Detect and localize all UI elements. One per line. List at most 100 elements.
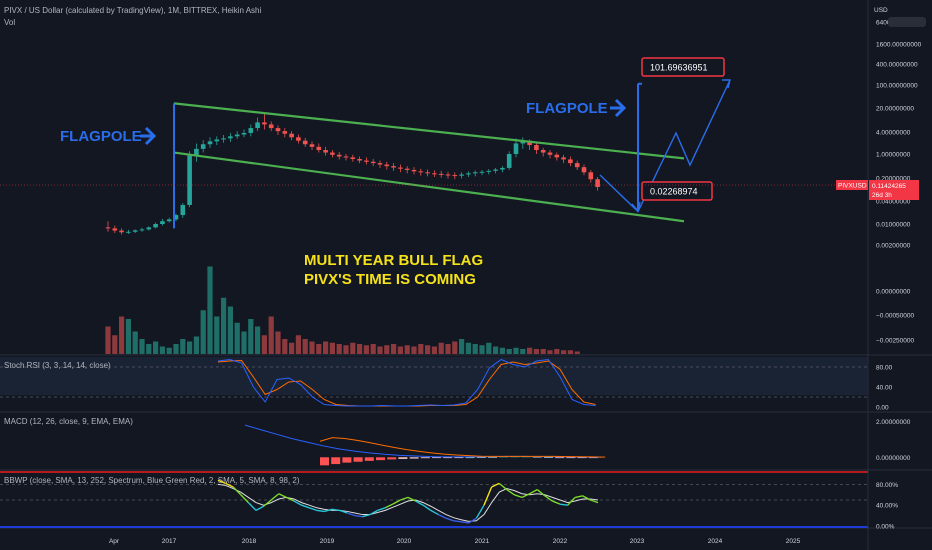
volume-bar	[200, 310, 206, 354]
volume-bar	[323, 341, 329, 354]
bbwp-segment	[278, 493, 287, 499]
price-axis-label: 1600.00000000	[876, 42, 922, 49]
bbwp-segment	[575, 495, 583, 499]
bbwp-segment	[286, 496, 295, 502]
time-axis-label: 2017	[162, 538, 177, 545]
headline-line-2[interactable]: PIVX'S TIME IS COMING	[304, 271, 476, 288]
macd-histogram-bar	[454, 457, 464, 459]
candle-body	[438, 173, 444, 175]
volume-bar	[234, 322, 240, 354]
channel-lower-line[interactable]	[173, 151, 685, 223]
candle-body	[398, 167, 403, 169]
candle-body	[302, 140, 308, 145]
macd-histogram-bar	[555, 457, 565, 459]
price-axis-label: −0.00050000	[876, 313, 915, 320]
bbwp-segment	[225, 482, 234, 488]
candle-body	[268, 124, 274, 129]
flagpole-drawings[interactable]	[173, 79, 731, 229]
candle-body	[166, 219, 172, 222]
symbol-tag[interactable]	[836, 180, 868, 190]
bbwp-segment	[475, 504, 485, 519]
time-axis-label: Apr	[109, 538, 120, 545]
bbwp-axis: 80.00% 40.00% 0.00%	[0, 482, 898, 531]
stoch-rsi-band	[0, 357, 868, 395]
volume-bar	[452, 341, 458, 354]
candle-body	[160, 221, 165, 224]
volume-bar	[255, 326, 261, 354]
bbwp-segment	[567, 496, 576, 506]
macd-histogram-bar	[465, 457, 475, 459]
volume-bar	[221, 297, 227, 354]
macd-histogram-bar	[409, 457, 419, 459]
volume-bar	[119, 316, 125, 354]
price-axis-label: 0.01000000	[876, 222, 911, 229]
bbwp-segment	[582, 495, 591, 501]
bbwp-segment	[316, 509, 325, 513]
time-axis[interactable]: Apr 2017 2018 2019 2020 2021 2022 2023 2024 2025	[109, 538, 801, 545]
volume-bar	[547, 350, 553, 354]
bbwp-plot	[217, 479, 599, 524]
bbwp-axis-label: 80.00%	[876, 482, 898, 489]
candle-body	[472, 172, 478, 174]
volume-bar	[295, 335, 301, 354]
bbwp-segment	[354, 514, 363, 518]
target-low-value: 0.02268974	[650, 187, 698, 197]
candle-body	[568, 159, 573, 164]
current-price-value: 0.11424265	[872, 183, 906, 190]
candle-body	[214, 139, 220, 142]
candle-body	[126, 231, 131, 233]
macd-axis-label: 2.00000000	[876, 419, 911, 426]
candle-body	[336, 154, 342, 157]
volume-bar	[527, 347, 533, 354]
bbwp-axis-label: 40.00%	[876, 503, 898, 510]
macd-axis: 2.00000000 0.00000000	[876, 419, 911, 462]
candle-body	[493, 169, 498, 171]
bbwp-segment	[400, 496, 409, 501]
candle-body	[200, 144, 206, 149]
volume-bar	[445, 344, 451, 354]
macd-histogram-bar	[398, 457, 408, 459]
candle-body	[513, 143, 519, 154]
volume-bar	[112, 335, 118, 354]
currency-label: USD	[874, 7, 888, 14]
volume-bar	[173, 344, 179, 354]
candle-body	[228, 136, 233, 139]
bbwp-segment	[461, 521, 469, 524]
candle-body	[255, 122, 260, 129]
time-axis-label: 2025	[786, 538, 801, 545]
channel-upper-line[interactable]	[173, 102, 685, 160]
macd-plot	[244, 424, 606, 466]
price-axis-label: −0.00250000	[876, 338, 915, 345]
flagpole-left-label[interactable]: FLAGPOLE	[60, 128, 142, 145]
flagpole-left-arrow-icon	[140, 126, 157, 146]
flag-channel[interactable]	[173, 102, 685, 223]
volume-bar	[479, 345, 485, 354]
projection-path[interactable]	[599, 79, 731, 213]
candle-body	[581, 167, 587, 173]
macd-histogram-bar	[443, 457, 453, 459]
volume-bar	[227, 306, 233, 354]
volume-bar	[268, 316, 274, 354]
bbwp-segment	[377, 507, 386, 512]
flagpole-right-label[interactable]: FLAGPOLE	[526, 100, 608, 117]
macd-label: MACD (12, 26, close, 9, EMA, EMA)	[4, 417, 133, 426]
candle-body	[479, 171, 485, 173]
target-high-tag[interactable]	[641, 57, 725, 77]
target-high-value: 101.69636951	[650, 63, 708, 73]
bbwp-segment	[240, 494, 249, 504]
volume-bar	[384, 345, 390, 354]
bbwp-segment	[384, 503, 394, 509]
macd-histogram-bar	[331, 457, 341, 465]
volume-bar	[282, 339, 288, 354]
candle-body	[466, 173, 471, 175]
headline-line-1[interactable]: MULTI YEAR BULL FLAG	[304, 252, 483, 269]
scale-settings-button[interactable]	[888, 17, 926, 27]
candle-body	[262, 122, 267, 125]
candle-body	[432, 173, 437, 175]
target-low-tag[interactable]	[641, 181, 713, 201]
current-price-tag[interactable]	[869, 180, 919, 200]
candle-body	[540, 150, 546, 153]
candle-body	[370, 161, 376, 164]
bbwp-segment	[453, 520, 462, 523]
